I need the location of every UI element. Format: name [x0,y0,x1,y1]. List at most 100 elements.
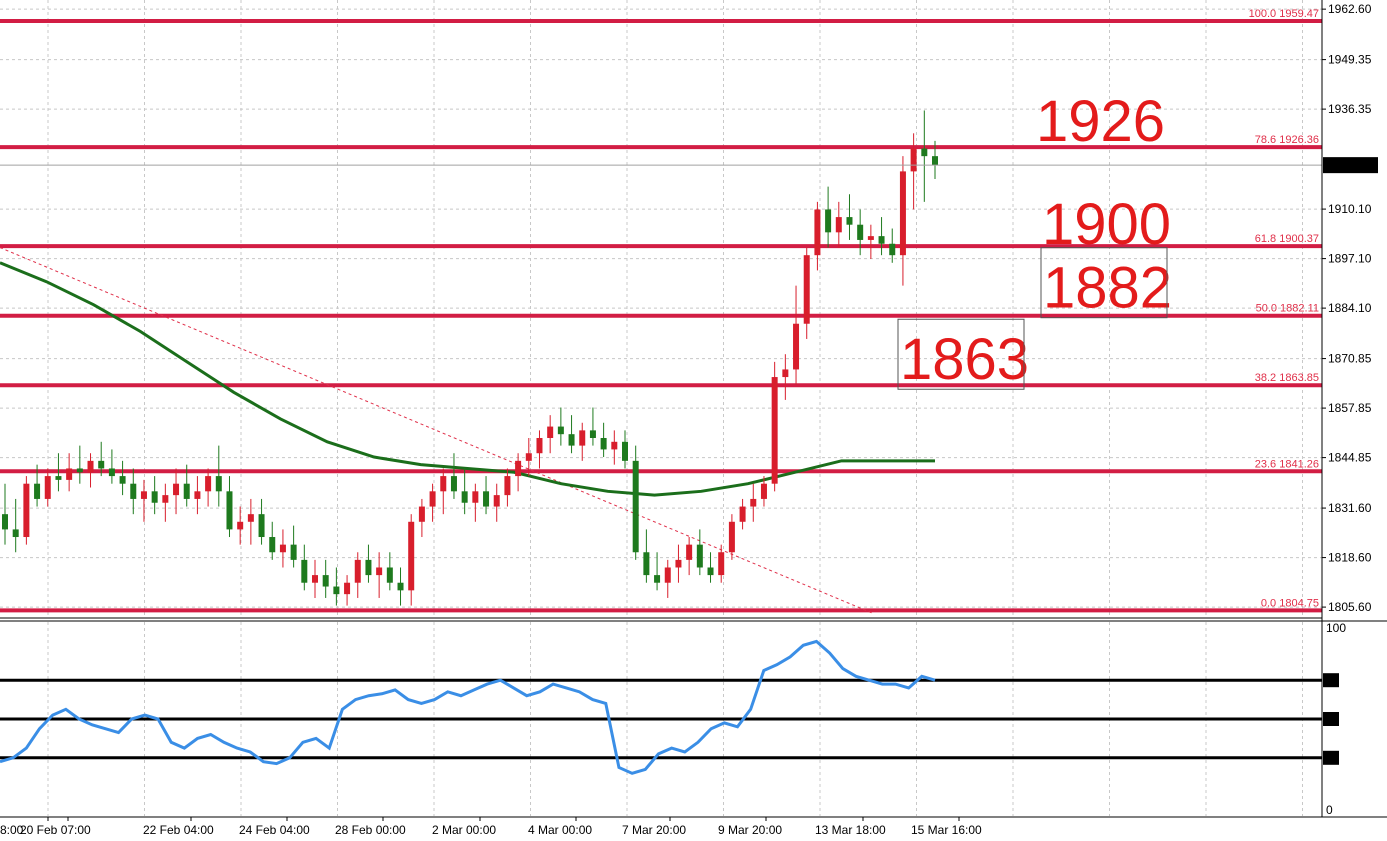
time-label-1: 20 Feb 07:00 [20,823,91,837]
price-tick-6: 1870.85 [1328,352,1372,366]
candle-body-7 [76,468,83,473]
candle-body-82 [878,236,885,244]
price-tick-5: 1884.10 [1328,301,1372,315]
price-tick-4: 1897.10 [1328,252,1372,266]
candle-body-25 [269,537,276,553]
rsi-tick-70: 70 [1324,673,1338,687]
candle-body-85 [910,148,917,172]
candle-body-73 [782,369,789,378]
candle-body-51 [547,426,554,438]
candle-body-61 [654,575,661,583]
time-label-4: 28 Feb 00:00 [335,823,406,837]
candle-body-72 [771,377,778,484]
candle-body-39 [418,506,425,522]
candle-body-64 [686,544,693,560]
candle-body-35 [376,567,383,576]
candle-body-9 [98,460,105,469]
annotation-box-1863 [897,318,1025,390]
rsi-tick-bg-50 [1323,712,1339,726]
price-tick-9: 1831.60 [1328,501,1372,515]
moving-average [0,261,935,497]
downtrend-line [0,247,873,614]
candle-body-52 [557,426,564,435]
time-label-2: 22 Feb 04:00 [143,823,214,837]
candle-body-34 [365,559,372,576]
candle-body-19 [205,476,212,492]
candle-body-49 [525,453,532,461]
candle-body-26 [279,544,286,553]
candle-body-3 [34,483,41,499]
price-tick-11: 1805.60 [1328,600,1372,614]
rsi-tick-50: 50 [1324,712,1338,726]
candle-body-69 [739,506,746,522]
fib-label-0.0: 0.0 1804.75 [1261,597,1319,609]
candle-body-31 [333,586,340,595]
current-price-box [1323,157,1378,174]
candle-body-17 [183,483,190,499]
candle-body-66 [707,567,714,576]
ma-line [0,261,935,497]
candle-body-84 [899,171,906,256]
candle-body-87 [932,156,938,166]
candle-body-74 [793,323,800,370]
candle-body-67 [718,552,725,576]
rsi-tick-100: 100 [1326,621,1346,635]
candle-body-57 [611,441,618,450]
candle-body-11 [119,476,126,484]
candle-body-32 [344,582,351,595]
annotation-1863: 1863 [900,327,1029,392]
candle-body-30 [322,575,329,587]
candle-body-65 [696,544,703,568]
time-label-3: 24 Feb 04:00 [239,823,310,837]
rsi-tick-0: 0 [1326,803,1333,817]
price-tick-10: 1818.60 [1328,551,1372,565]
candle-body-75 [803,255,810,324]
time-label-7: 7 Mar 20:00 [622,823,686,837]
rsi-line [0,639,936,775]
trendline [0,247,873,614]
candle-body-13 [140,491,147,499]
candle-body-60 [643,552,650,576]
candle-body-22 [237,521,244,530]
candle-body-12 [130,483,137,499]
candle-body-45 [483,491,490,507]
candle-body-53 [568,434,575,446]
candle-body-54 [579,430,586,446]
candle-body-8 [87,460,94,473]
candle-body-42 [450,476,457,492]
candle-body-43 [461,491,468,503]
candle-body-24 [258,514,265,538]
candle-body-36 [386,567,393,583]
candle-body-18 [194,491,201,499]
time-label-5: 2 Mar 00:00 [432,823,496,837]
price-axis: 1962.60 1949.35 1936.35 1910.10 1897.10 1884.… [0,2,1378,614]
candle-body-27 [290,544,297,560]
candle-body-47 [504,476,511,496]
candle-body-23 [247,514,254,522]
rsi-tick-bg-30 [1323,750,1339,765]
fib-label-23.6: 23.6 1841.26 [1255,458,1319,470]
rsi-tick-bg-70 [1323,673,1339,688]
fib-label-100.0: 100.0 1959.47 [1249,8,1319,20]
candle-body-16 [173,483,180,496]
candle-body-48 [515,460,522,477]
candle-body-80 [857,224,864,240]
candle-body-79 [846,217,853,225]
time-label-10: 15 Mar 16:00 [911,823,982,837]
time-label-9: 13 Mar 18:00 [815,823,886,837]
fib-label-50.0: 50.0 1882.11 [1256,303,1319,315]
price-tick-0: 1962.60 [1328,2,1372,16]
candle-body-0 [2,514,8,530]
candle-body-2 [23,483,30,538]
candle-body-14 [151,491,158,503]
annotation-1926: 1926 [1036,89,1165,154]
price-tick-7: 1857.85 [1328,401,1372,415]
candle-body-81 [867,236,874,240]
candle-body-44 [472,491,479,503]
candle-body-59 [632,460,639,553]
candle-body-5 [55,476,62,480]
candle-body-86 [921,148,928,157]
